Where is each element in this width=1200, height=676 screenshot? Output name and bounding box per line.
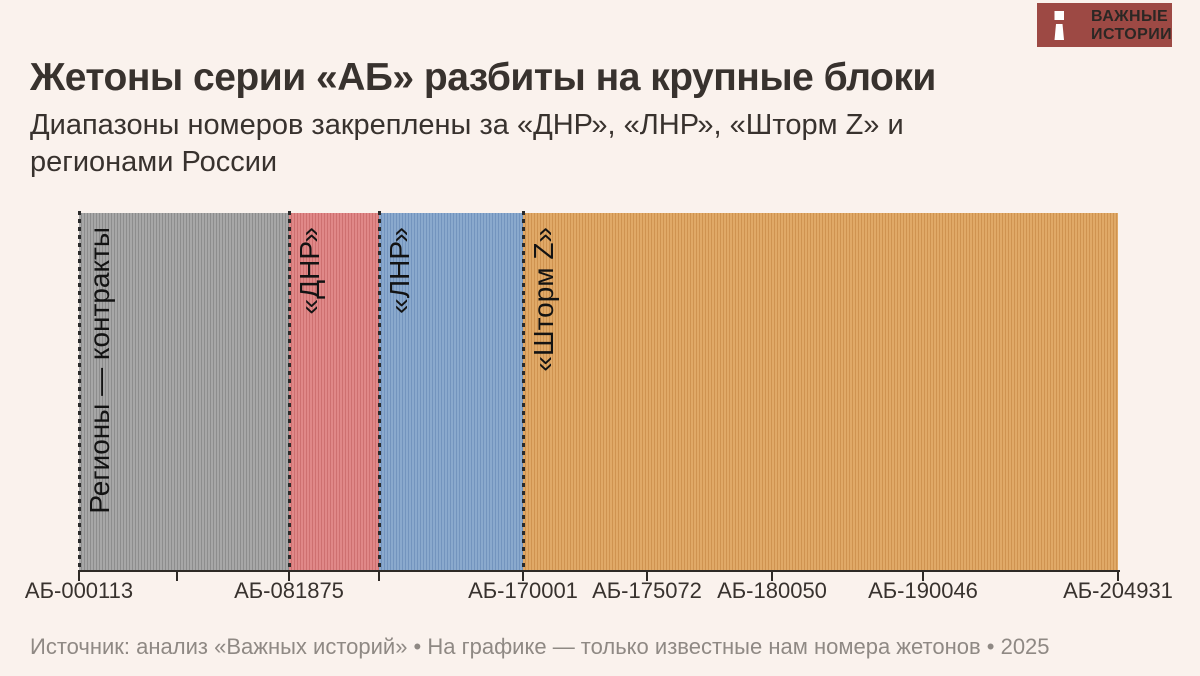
axis-tick-label: АБ-170001 [468, 578, 578, 603]
brand-name: ВАЖНЫЕ ИСТОРИИ [1091, 3, 1172, 44]
segment-lnr [379, 213, 523, 570]
axis-tick-label: АБ-175072 [592, 578, 702, 603]
axis-tick [176, 572, 178, 581]
axis-tick-label: АБ-000113 [24, 578, 134, 603]
axis-tick-label: АБ-180050 [717, 578, 827, 603]
istories-logo-icon [1037, 3, 1081, 47]
segment-label-dnr: «ДНР» [294, 227, 325, 315]
axis-tick [922, 572, 924, 581]
letter-i-icon [1054, 11, 1065, 40]
axis-tick-label: АБ-204931 [1063, 578, 1173, 603]
segment-label-regions-contracts: Регионы — контракты [84, 227, 115, 514]
axis-tick [78, 572, 80, 581]
x-axis-line [78, 570, 1120, 572]
brand-logo: ВАЖНЫЕ ИСТОРИИ [1037, 3, 1172, 47]
segment-boundary-dotted-line [288, 211, 291, 572]
segment-dnr [289, 213, 379, 570]
segment-boundary-dotted-line [78, 211, 81, 572]
axis-tick [378, 572, 380, 581]
segment-storm-z [523, 213, 1118, 570]
axis-tick [522, 572, 524, 581]
segment-label-lnr: «ЛНР» [384, 227, 415, 314]
axis-tick-label: АБ-190046 [868, 578, 978, 603]
chart-subtitle: Диапазоны номеров закреплены за «ДНР», «… [30, 109, 904, 178]
axis-tick-label: АБ-081875 [234, 578, 344, 603]
segment-label-storm-z: «Шторм Z» [528, 227, 559, 372]
segment-boundary-dotted-line [522, 211, 525, 572]
chart-title: Жетоны серии «АБ» разбиты на крупные бло… [30, 56, 936, 99]
axis-tick [646, 572, 648, 581]
axis-tick [771, 572, 773, 581]
brand-name-line2: ИСТОРИИ [1091, 26, 1172, 43]
brand-name-line1: ВАЖНЫЕ [1091, 8, 1169, 25]
source-note: Источник: анализ «Важных историй» • На г… [30, 634, 1050, 659]
axis-tick [1117, 572, 1119, 581]
segment-boundary-dotted-line [378, 211, 381, 572]
axis-tick [288, 572, 290, 581]
segment-regions-contracts [79, 213, 289, 570]
